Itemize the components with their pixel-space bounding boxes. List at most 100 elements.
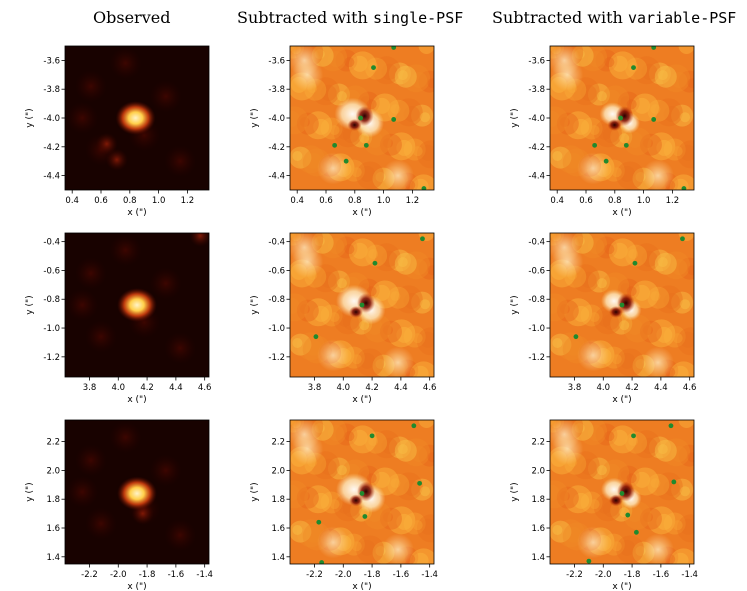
x-tick-label: 0.4	[290, 196, 304, 206]
noise-patch	[662, 64, 691, 93]
x-tick-label: 4.4	[654, 383, 668, 393]
noise-patch	[418, 257, 434, 280]
noise-patch	[687, 78, 694, 89]
noise-patch	[296, 486, 319, 509]
noise-patch	[344, 244, 355, 255]
source-marker	[421, 186, 427, 190]
noise-patch	[654, 252, 677, 275]
y-tick-label: -4.4	[268, 172, 285, 182]
y-tick-label: -3.8	[528, 85, 545, 95]
panel-variable-psf-row-2: 3.8 4.0 4.2 4.4 4.6 -0.4 -0.6 -0.8 -1.0 -1.2 x (")…	[510, 232, 696, 405]
noise-patch	[320, 271, 337, 288]
y-tick-label: 1.4	[46, 553, 60, 563]
panel-single-psf-row-1: 0.4 0.6 0.8 1.0 1.2 -3.6 -3.8 -4.0 -4.2 -4.4 x (")…	[250, 45, 435, 218]
x-tick-label: -1.4	[681, 570, 698, 580]
noise-patch	[418, 46, 434, 54]
faint-blob	[74, 70, 107, 103]
x-tick-label: 1.2	[181, 196, 195, 206]
y-tick-label: -0.6	[528, 266, 545, 276]
x-axis-label: x (")	[352, 395, 371, 405]
noise-patch	[589, 125, 600, 136]
source-marker	[668, 423, 674, 429]
noise-patch	[411, 445, 428, 462]
noise-patch	[672, 365, 689, 377]
y-tick-label: -0.4	[528, 238, 545, 248]
noise-patch	[663, 292, 680, 309]
noise-patch	[589, 499, 600, 510]
noise-patch	[359, 352, 376, 369]
noise-patch	[403, 292, 420, 309]
noise-patch	[344, 57, 355, 68]
noise-patch	[604, 244, 615, 255]
x-tick-label: -2.0	[335, 570, 352, 580]
noise-patch	[336, 465, 347, 476]
noise-patch	[580, 117, 603, 140]
noise-patch	[290, 480, 309, 509]
bright-patch	[382, 159, 414, 190]
residual-negative	[607, 119, 622, 131]
noise-patch	[678, 46, 694, 54]
source-marker	[651, 46, 657, 50]
noise-patch	[663, 479, 680, 496]
noise-patch	[368, 436, 379, 447]
x-tick-label: 1.2	[666, 196, 680, 206]
source-marker	[391, 46, 397, 50]
y-tick-label: -1.2	[528, 353, 545, 363]
noise-patch	[365, 57, 388, 80]
noise-patch	[351, 55, 368, 72]
noise-patch	[299, 117, 310, 128]
noise-patch	[596, 310, 613, 327]
noise-patch	[680, 299, 691, 310]
noise-patch	[647, 473, 670, 496]
noise-patch	[619, 352, 636, 369]
noise-patch	[580, 84, 597, 101]
noise-patch	[677, 327, 694, 356]
residual-negative	[349, 306, 363, 318]
y-tick-label: -4.2	[268, 143, 285, 153]
noise-patch	[573, 305, 590, 322]
y-tick-label: 2.2	[271, 438, 285, 448]
y-axis-label: y (")	[250, 482, 260, 501]
source-marker	[681, 186, 687, 190]
source-marker	[319, 560, 325, 564]
image-area	[65, 46, 209, 190]
noise-patch	[320, 304, 343, 327]
noise-patch	[299, 491, 310, 502]
noise-patch	[387, 132, 416, 161]
noise-patch	[616, 348, 645, 377]
faint-blob	[149, 454, 182, 487]
noise-patch	[678, 420, 694, 428]
noise-patch	[648, 249, 671, 272]
y-axis-label: y (")	[510, 295, 520, 314]
source-marker	[343, 158, 349, 164]
x-axis-label: x (")	[127, 208, 146, 218]
noise-patch	[368, 249, 379, 260]
residual-negative	[609, 306, 623, 318]
noise-patch	[290, 484, 300, 501]
noise-patch	[641, 63, 658, 80]
noise-patch	[351, 429, 368, 446]
noise-patch	[351, 541, 362, 552]
noise-patch	[672, 520, 683, 531]
bright-patch	[317, 152, 350, 185]
noise-patch	[418, 70, 434, 93]
noise-patch	[556, 112, 579, 135]
noise-patch	[390, 478, 401, 489]
noise-patch	[650, 291, 661, 302]
bright-patch	[642, 346, 674, 377]
source-marker	[680, 236, 685, 242]
panel-observed-row-3: -2.2 -2.0 -1.8 -1.6 -1.4 2.2 2.0 1.8 1.6 1.4 x (")…	[25, 419, 213, 591]
x-tick-label: 1.0	[637, 196, 651, 206]
noise-patch	[356, 348, 385, 377]
faint-blob	[109, 47, 142, 80]
y-tick-label: -3.6	[528, 56, 545, 66]
bright-patch	[551, 432, 584, 465]
noise-patch	[588, 237, 605, 254]
noise-patch	[611, 429, 628, 446]
x-tick-label: -1.6	[653, 570, 670, 580]
x-tick-label: -1.6	[168, 570, 185, 580]
noise-patch	[420, 299, 431, 310]
x-tick-label: -2.2	[566, 570, 583, 580]
noise-patch	[394, 439, 417, 462]
noise-patch	[604, 463, 621, 480]
